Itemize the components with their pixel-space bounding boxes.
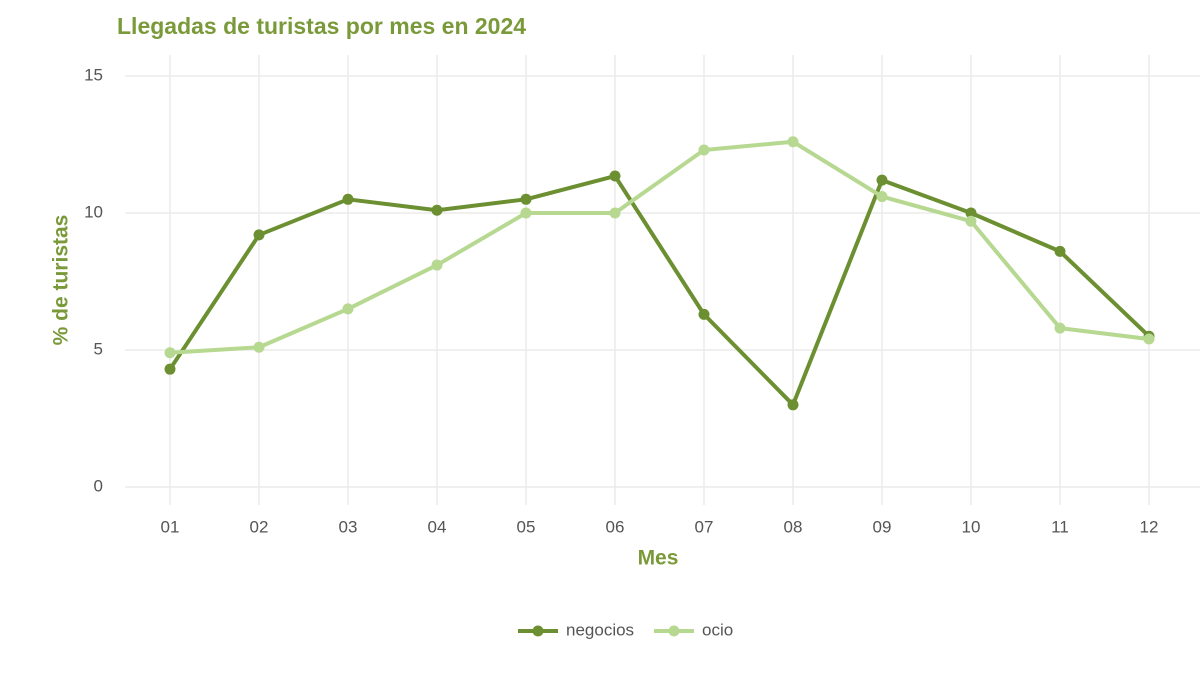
legend-label: negocios (566, 620, 634, 639)
x-tick-label: 10 (962, 517, 981, 536)
data-point (1054, 245, 1066, 257)
data-point (1054, 322, 1066, 334)
y-tick-label: 15 (84, 65, 103, 84)
x-tick-label: 01 (161, 517, 180, 536)
data-point (609, 207, 621, 219)
data-point (609, 170, 621, 182)
legend-marker (668, 625, 680, 637)
x-tick-label: 04 (428, 517, 447, 536)
x-tick-label: 03 (339, 517, 358, 536)
chart-title: Llegadas de turistas por mes en 2024 (117, 13, 526, 39)
data-point (965, 215, 977, 227)
data-point (431, 204, 443, 216)
legend-label: ocio (702, 620, 733, 639)
y-tick-label: 10 (84, 202, 103, 221)
data-point (431, 259, 443, 271)
x-tick-label: 09 (873, 517, 892, 536)
x-tick-label: 05 (517, 517, 536, 536)
series-line (168, 174, 1151, 407)
data-point (1143, 333, 1155, 345)
y-tick-label: 0 (94, 476, 103, 495)
y-axis-label: % de turistas (50, 215, 73, 346)
data-point (253, 341, 265, 353)
data-point (787, 136, 799, 148)
x-tick-label: 11 (1051, 517, 1069, 536)
data-point (342, 303, 354, 315)
series-line (169, 139, 1150, 355)
data-point (787, 399, 799, 411)
data-point (164, 363, 176, 375)
data-point (698, 308, 710, 320)
x-tick-label: 08 (784, 517, 803, 536)
data-point (253, 229, 265, 241)
x-tick-label: 12 (1140, 517, 1159, 536)
x-axis-label: Mes (638, 547, 679, 570)
data-point (342, 193, 354, 205)
data-point (965, 207, 977, 219)
data-point (520, 193, 532, 205)
x-tick-label: 06 (606, 517, 625, 536)
data-point (876, 191, 888, 203)
data-point (520, 207, 532, 219)
data-point (698, 144, 710, 156)
x-tick-label: 02 (250, 517, 269, 536)
data-point (876, 174, 888, 186)
legend-marker (532, 625, 544, 637)
x-tick-label: 07 (695, 517, 714, 536)
data-point (164, 347, 176, 359)
y-tick-label: 5 (94, 339, 103, 358)
